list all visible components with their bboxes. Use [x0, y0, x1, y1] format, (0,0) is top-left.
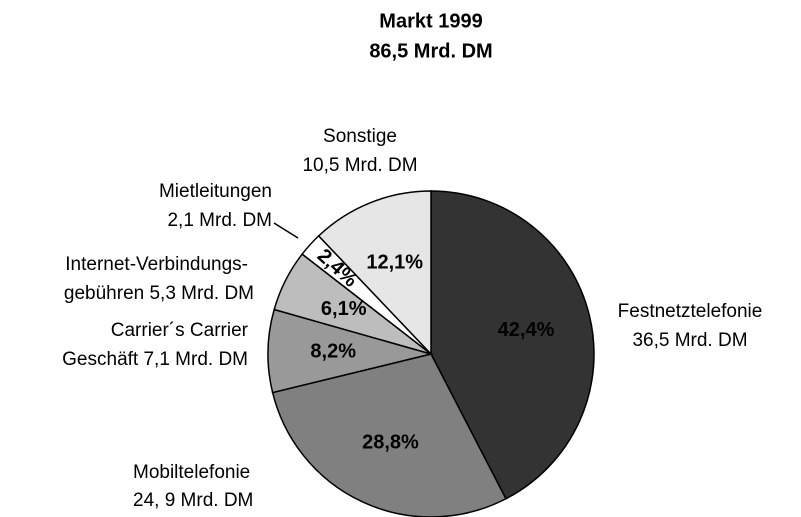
pie-slice [430, 190, 595, 500]
category-label: gebühren 5,3 Mrd. DM [64, 283, 254, 304]
category-label: 2,1 Mrd. DM [167, 210, 272, 231]
value-label: 8,2% [310, 340, 356, 362]
leader-line [273, 222, 299, 239]
value-label: 42,4% [498, 319, 555, 341]
chart-title: Markt 1999 [379, 10, 482, 32]
value-label: 12,1% [366, 251, 423, 273]
category-label: Internet-Verbindungs- [65, 254, 248, 275]
pie-slice [317, 190, 432, 356]
category-label: Festnetztelefonie [618, 301, 763, 322]
category-label: 36,5 Mrd. DM [632, 330, 747, 351]
value-label: 6,1% [321, 298, 367, 320]
pie-slice [271, 353, 507, 517]
category-label: Geschäft 7,1 Mrd. DM [62, 349, 248, 370]
category-label: Sonstige [323, 126, 397, 147]
value-label: 28,8% [362, 431, 419, 453]
category-label: 10,5 Mrd. DM [302, 155, 417, 176]
category-label: 24, 9 Mrd. DM [133, 490, 253, 511]
chart-title: 86,5 Mrd. DM [369, 40, 492, 62]
category-label: Mietleitungen [159, 181, 272, 202]
category-label: Mobiltelefonie [133, 462, 250, 483]
category-label: Carrier´s Carrier [111, 320, 249, 341]
